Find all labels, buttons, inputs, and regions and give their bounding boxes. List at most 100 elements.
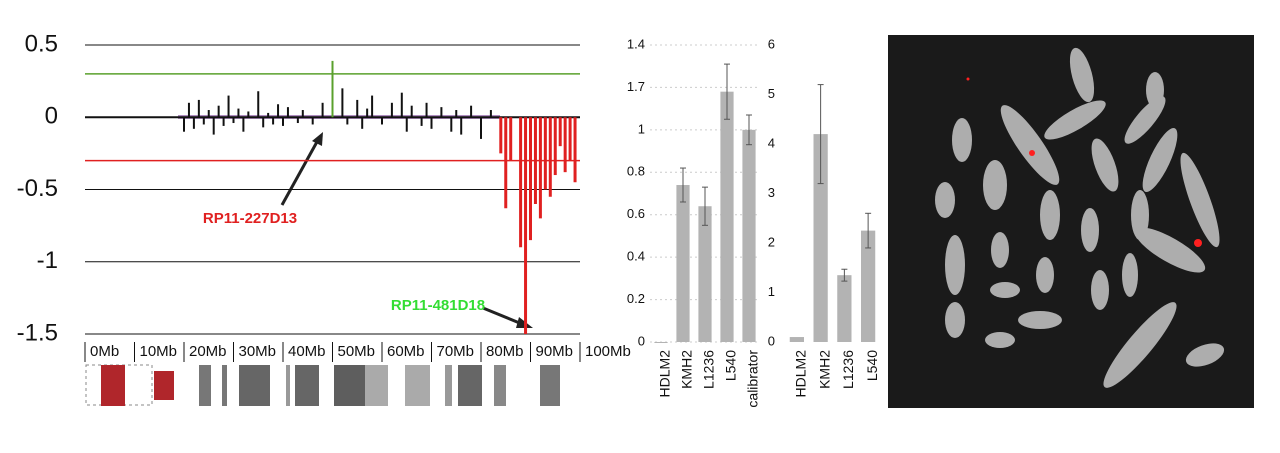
chromosome [1091, 138, 1119, 192]
y-tick-label: 0.4 [627, 249, 645, 264]
x-tick-label: 10Mb [140, 343, 178, 360]
chromosome [991, 232, 1009, 268]
chromosome [1040, 190, 1060, 240]
x-tick-label: 90Mb [536, 343, 574, 360]
y-tick-label: 1 [638, 121, 645, 136]
chromosome [1122, 253, 1138, 297]
band [405, 365, 430, 406]
y-tick-label: 0.6 [627, 206, 645, 221]
y-tick-label: 3 [768, 185, 775, 200]
y-tick-label: -1.5 [17, 319, 58, 346]
bar [676, 185, 690, 342]
x-tick-label: 20Mb [189, 343, 227, 360]
y-tick-label: -1 [37, 247, 58, 274]
annotation: RP11-481D18 [391, 297, 485, 314]
y-tick-label: 0 [45, 103, 58, 130]
band [222, 365, 227, 406]
x-tick-label: 70Mb [437, 343, 475, 360]
y-tick-label: 6 [768, 36, 775, 51]
fish-image [888, 35, 1254, 408]
chromosome [935, 182, 955, 218]
x-tick-label: 0Mb [90, 343, 119, 360]
fish-signal [1029, 150, 1035, 156]
chromosome [1142, 127, 1178, 193]
chromosome [983, 160, 1007, 210]
band [458, 365, 482, 406]
x-tick-label: 40Mb [288, 343, 326, 360]
band [445, 365, 452, 406]
y-tick-label: 0.2 [627, 291, 645, 306]
x-tick-label: HDLM2 [657, 350, 673, 398]
image-background [888, 35, 1254, 408]
x-tick-label: L1236 [840, 350, 856, 389]
band [540, 365, 560, 406]
band [154, 371, 174, 400]
chromosome [1134, 227, 1206, 273]
chromosome [1069, 47, 1095, 103]
arrow [482, 306, 523, 326]
x-tick-label: 30Mb [239, 343, 277, 360]
bar [789, 337, 804, 342]
x-tick-label: 50Mb [338, 343, 376, 360]
annotation: RP11-227D13 [203, 210, 297, 227]
band [295, 365, 319, 406]
band [101, 365, 125, 406]
x-tick-label: calibrator [745, 350, 761, 408]
chromosome [1185, 343, 1225, 367]
y-tick-label: 5 [768, 86, 775, 101]
chromosome [1180, 152, 1220, 248]
bar [742, 129, 756, 342]
bar [720, 91, 734, 343]
x-tick-label: 80Mb [486, 343, 524, 360]
band [334, 365, 365, 406]
arrow [280, 139, 320, 206]
chromosome [1131, 190, 1149, 240]
x-tick-label: L540 [864, 350, 880, 381]
chromosome [1091, 270, 1109, 310]
y-tick-label: -0.5 [17, 175, 58, 202]
band [239, 365, 270, 406]
band [286, 365, 290, 406]
fish-signal [1194, 239, 1202, 247]
bar [861, 230, 876, 342]
arrowhead [312, 132, 323, 146]
chromosome [990, 282, 1020, 298]
y-tick-label: 4 [768, 135, 775, 150]
chromosome [1036, 257, 1054, 293]
bar [698, 206, 712, 342]
chromosome [1018, 311, 1062, 329]
band [365, 365, 388, 406]
chromosome [1044, 100, 1106, 140]
chromosome [952, 118, 972, 162]
y-tick-label: 0.5 [25, 30, 58, 57]
bar [813, 134, 828, 342]
bar [654, 342, 668, 343]
y-tick-label: 0.8 [627, 164, 645, 179]
y-tick-label: 1 [768, 284, 775, 299]
chromosome [985, 332, 1015, 348]
y-tick-label: 1.4 [627, 36, 645, 51]
ideogram [85, 364, 560, 406]
chromosome [1124, 96, 1166, 144]
x-tick-label: KMH2 [816, 350, 832, 389]
fish-signal [966, 77, 970, 81]
y-tick-label: 2 [768, 234, 775, 249]
y-tick-label: 0 [638, 333, 645, 348]
x-tick-label: L1236 [701, 350, 717, 389]
y-tick-label: 1.7 [627, 79, 645, 94]
x-tick-label: KMH2 [679, 350, 695, 389]
band [494, 365, 506, 406]
chromosome [1103, 302, 1177, 388]
chromosome [1081, 208, 1099, 252]
chromosome [945, 302, 965, 338]
y-tick-label: 0 [768, 333, 775, 348]
chromosome [945, 235, 965, 295]
chromosome [1000, 105, 1060, 185]
bar [837, 275, 852, 342]
x-tick-label: 100Mb [585, 343, 631, 360]
x-tick-label: 60Mb [387, 343, 425, 360]
x-tick-label: HDLM2 [793, 350, 809, 398]
x-tick-label: L540 [723, 350, 739, 381]
band [199, 365, 211, 406]
